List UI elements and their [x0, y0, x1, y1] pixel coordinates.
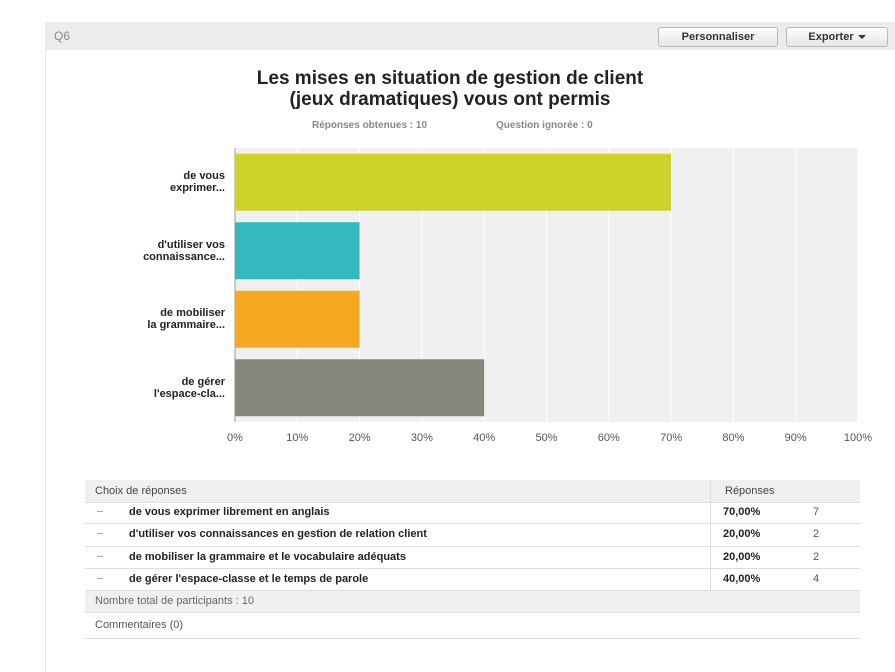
bar — [235, 153, 672, 211]
table-row: de vous exprimer librement en anglais 70,… — [85, 502, 860, 525]
row-chevron — [97, 577, 103, 579]
comments: Commentaires (0) — [95, 619, 184, 631]
x-tick-label: 10% — [286, 432, 308, 444]
bar — [235, 222, 360, 280]
percent: 40,00% — [723, 572, 761, 585]
x-tick-label: 30% — [411, 432, 433, 444]
header-choice: Choix de réponses — [95, 485, 187, 497]
table-row: de gérer l'espace-classe et le temps de … — [85, 568, 860, 592]
x-tick-label: 80% — [722, 432, 744, 444]
column-divider — [710, 568, 711, 591]
x-tick-label: 60% — [598, 432, 620, 444]
count: 7 — [813, 506, 820, 518]
percent: 70,00% — [723, 506, 761, 518]
count: 2 — [813, 550, 820, 563]
column-divider — [710, 502, 711, 524]
category-label: de mobiliser la grammaire... — [147, 307, 225, 332]
total: Nombre total de participants : 10 — [95, 595, 254, 607]
category-label: de gérer l'espace-cla... — [153, 375, 225, 400]
row-chevron — [97, 533, 103, 535]
table-row: d'utiliser vos connaissances en gestion … — [85, 524, 860, 547]
total-row: Nombre total de participants : 10 — [85, 591, 860, 613]
export-label: Exporter — [808, 31, 854, 43]
bar — [235, 359, 485, 417]
choice: de gérer l'espace-classe et le temps de … — [129, 572, 369, 585]
answered: Réponses obtenues : 10 — [312, 120, 428, 131]
export-button[interactable]: Exporter — [786, 27, 888, 47]
caret — [857, 35, 866, 40]
count: 2 — [813, 528, 820, 541]
chart: 0% 10% 20% 30% 40% 50% 60% 70% 80% 90% 100% — [227, 148, 872, 444]
x-tick-label: 90% — [785, 432, 807, 444]
column-divider — [710, 524, 711, 546]
x-tick-label: 40% — [473, 432, 495, 444]
column-divider — [710, 546, 711, 568]
x-tick-label: 70% — [660, 432, 682, 444]
x-tick-label: 20% — [349, 432, 371, 444]
table-row: de mobiliser la grammaire et le vocabula… — [85, 546, 860, 569]
percent: 20,00% — [723, 550, 761, 563]
customize-button[interactable]: Personnaliser — [658, 27, 778, 47]
row-chevron — [97, 511, 103, 512]
bar — [235, 290, 360, 348]
count: 4 — [813, 572, 820, 585]
choice: d'utiliser vos connaissances en gestion … — [129, 528, 427, 541]
comments-row: Commentaires (0) — [85, 612, 860, 639]
x-tick-label: 100% — [844, 432, 872, 444]
skipped: Question ignorée : 0 — [496, 120, 593, 131]
choice: de mobiliser la grammaire et le vocabula… — [129, 550, 406, 563]
question-number: Q6 — [54, 29, 71, 43]
header-responses: Réponses — [725, 485, 775, 497]
table-header: Choix de réponses Réponses — [85, 480, 860, 503]
column-divider — [710, 480, 711, 502]
category-label: de vous exprimer... — [169, 170, 225, 195]
row-chevron — [97, 555, 103, 557]
percent: 20,00% — [723, 528, 761, 541]
x-tick-label: 0% — [227, 432, 243, 444]
category-label: d'utiliser vos connaissance... — [143, 238, 225, 263]
choice: de vous exprimer librement en anglais — [129, 506, 330, 518]
x-tick-label: 50% — [535, 432, 557, 444]
chart-title: Les mises en situation de gestion de cli… — [256, 68, 644, 110]
